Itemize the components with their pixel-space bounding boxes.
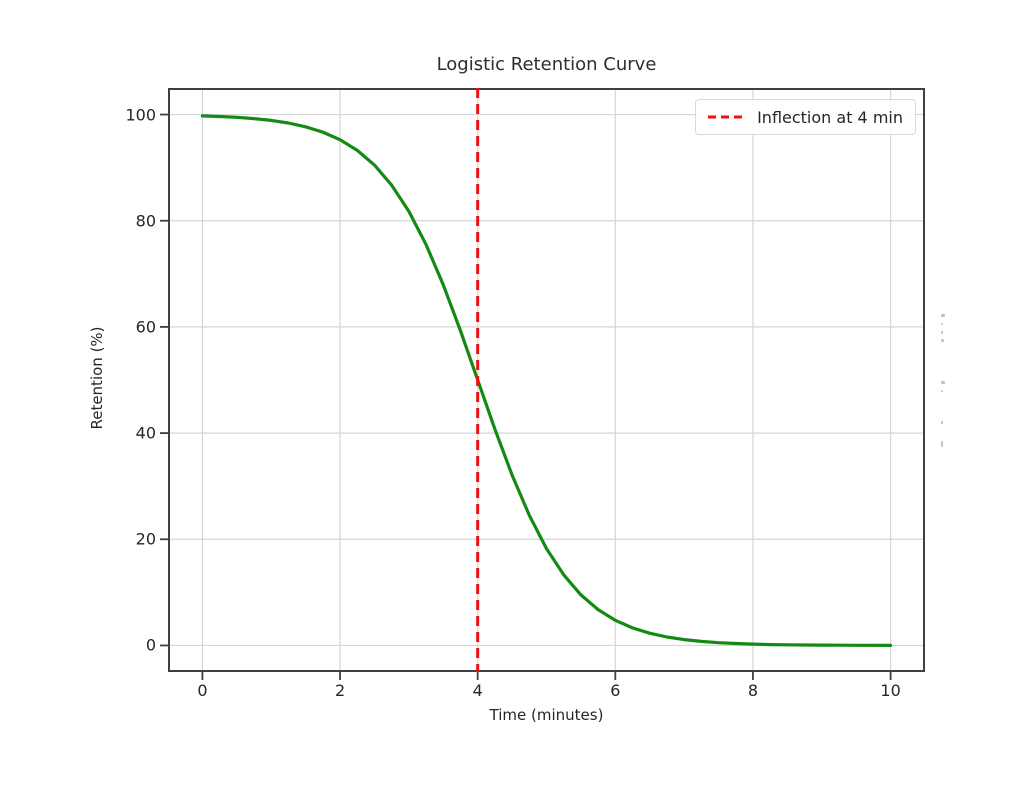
y-tick-label: 80 [135,211,156,231]
plot-area: Inflection at 4 min [160,88,925,680]
y-tick-label: 40 [135,423,156,443]
chart-canvas [160,88,925,680]
artifact-mark [941,339,944,342]
x-tick-label: 2 [334,681,346,700]
x-tick-label: 4 [472,681,483,700]
artifact-mark [941,421,943,424]
artifact-mark [941,314,945,317]
y-tick-label: 100 [125,105,156,125]
artifact-mark [941,323,943,325]
legend: Inflection at 4 min [695,99,916,135]
dashed-line-swatch [708,115,747,119]
x-tick-label: 6 [610,681,621,700]
legend-label: Inflection at 4 min [757,107,903,127]
x-tick-label: 0 [197,681,208,700]
artifact-mark [941,381,945,384]
artifact-mark [941,441,943,447]
y-tick-label: 20 [135,529,156,549]
chart-title: Logistic Retention Curve [436,54,657,75]
x-tick-label: 10 [880,681,901,700]
y-tick-label: 60 [135,317,156,337]
x-tick-label: 8 [747,681,759,700]
y-axis-label: Retention (%) [88,326,106,430]
y-tick-label: 0 [145,635,156,655]
x-axis-label: Time (minutes) [489,706,604,724]
artifact-mark [941,390,943,392]
artifact-mark [941,331,943,334]
